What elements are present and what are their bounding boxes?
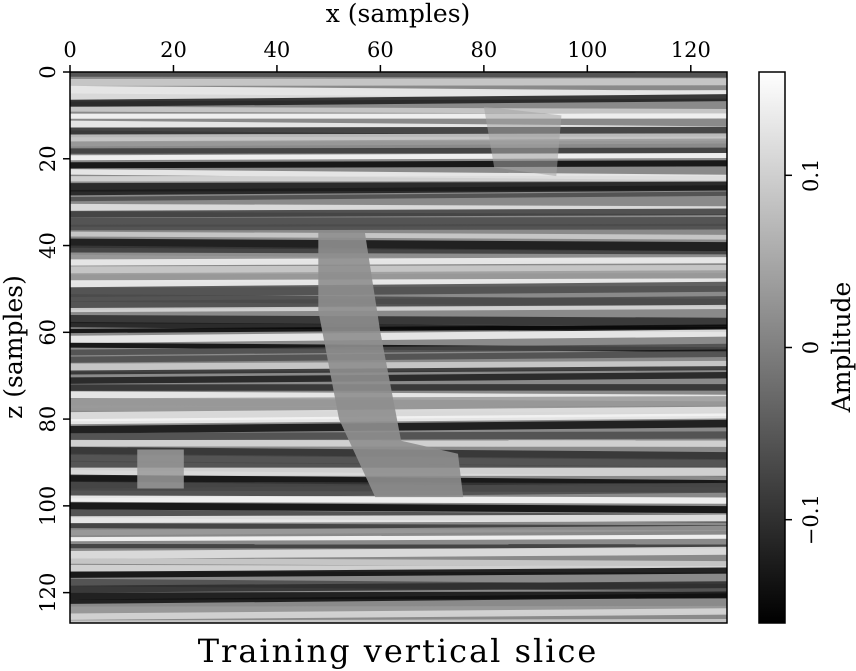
colorbar-tick-label: 0	[799, 341, 823, 354]
reflector-band	[70, 534, 727, 542]
x-tick-label: 100	[567, 38, 607, 62]
reflector-band	[70, 223, 727, 231]
y-tick-label: 60	[36, 319, 60, 346]
y-tick-label: 0	[36, 65, 60, 78]
reflector-band	[70, 329, 727, 344]
y-tick-label: 20	[36, 145, 60, 172]
reflector-band	[70, 147, 727, 154]
reflector-band	[70, 113, 727, 119]
colorbar-tick-label: −0.1	[799, 494, 823, 545]
reflector-band	[70, 567, 727, 578]
reflector-band	[70, 366, 727, 375]
reflector-band	[70, 175, 727, 182]
reflector-band	[70, 78, 727, 86]
reflector-band	[70, 557, 727, 567]
reflector-band	[70, 343, 727, 356]
reflector-band	[70, 514, 727, 524]
reflector-band	[70, 153, 727, 161]
reflector-band	[70, 304, 727, 313]
reflector-band	[70, 350, 727, 363]
reflector-band	[70, 138, 727, 147]
reflector-band	[70, 281, 727, 298]
reflector-band	[70, 546, 727, 559]
colorbar-ticks: −0.1 0 0.1	[785, 159, 823, 545]
reflector-band	[70, 593, 727, 604]
plot-frame	[69, 71, 728, 624]
reflector-band	[70, 502, 727, 514]
reflector-band	[70, 371, 727, 384]
x-axis-ticks: 0 20 40 60 80 100 120	[63, 38, 711, 72]
y-axis-ticks: 0 20 40 60 80 100 120	[36, 65, 70, 613]
reflector-band	[70, 608, 727, 620]
reflector-band	[70, 618, 727, 623]
reflector-band	[70, 106, 727, 114]
y-tick-label: 80	[36, 406, 60, 433]
colorbar-label: Amplitude	[827, 282, 856, 414]
reflector-band	[70, 384, 727, 391]
x-tick-label: 40	[264, 38, 291, 62]
reflector-band	[70, 94, 727, 107]
fault-patch	[318, 232, 464, 498]
reflector-band	[70, 72, 727, 78]
reflector-band	[70, 413, 727, 425]
reflector-band	[70, 495, 727, 504]
fault-zone	[137, 106, 562, 498]
reflector-band	[70, 581, 727, 593]
reflector-band	[70, 419, 727, 434]
fault-patch	[137, 449, 184, 489]
reflector-band	[70, 208, 727, 218]
reflector-band	[70, 185, 727, 196]
y-tick-label: 120	[36, 573, 60, 613]
y-tick-label: 40	[36, 232, 60, 259]
reflector-layers	[70, 72, 727, 623]
x-tick-label: 0	[63, 38, 76, 62]
reflector-band	[70, 160, 727, 169]
chart-title: Training vertical slice	[198, 632, 599, 670]
x-axis-label: x (samples)	[326, 0, 471, 28]
fault-patch	[483, 106, 562, 177]
y-tick-label: 100	[36, 486, 60, 526]
reflector-band	[70, 296, 727, 310]
reflector-band	[70, 396, 727, 408]
reflector-band	[70, 231, 727, 240]
x-tick-label: 80	[470, 38, 497, 62]
reflector-band	[70, 544, 727, 549]
colorbar-tick-label: 0.1	[799, 159, 823, 192]
seismic-image	[70, 72, 727, 623]
x-tick-label: 60	[367, 38, 394, 62]
y-axis-label: z (samples)	[0, 275, 28, 419]
colorbar-gradient	[758, 71, 786, 624]
reflector-band	[70, 257, 727, 266]
x-tick-label: 120	[671, 38, 711, 62]
x-tick-label: 20	[160, 38, 187, 62]
reflector-band	[70, 324, 727, 334]
colorbar: −0.1 0 0.1 Amplitude	[758, 71, 856, 624]
reflector-band	[70, 525, 727, 536]
reflector-band	[70, 191, 727, 202]
